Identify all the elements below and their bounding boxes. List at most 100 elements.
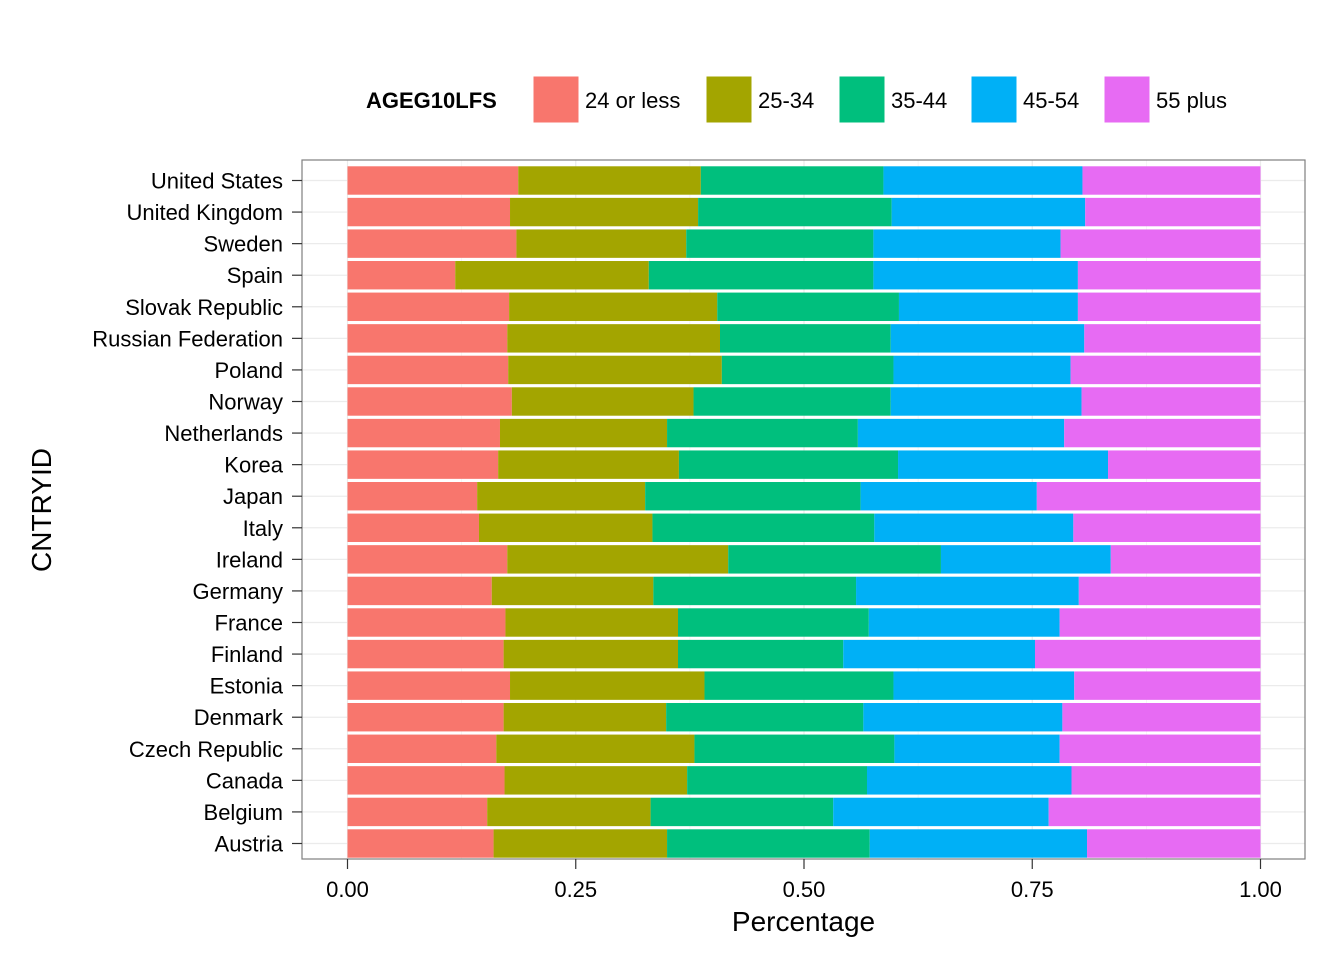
x-tick-label: 0.25 [554, 877, 597, 902]
bar-segment-united-states-25-34 [518, 166, 701, 195]
y-tick-label: France [215, 611, 283, 636]
y-tick-label: Germany [193, 579, 283, 604]
bar-segment-canada-45-54 [866, 766, 1072, 795]
bar-row-italy [347, 513, 1261, 542]
bar-segment-czech-republic-25-34 [496, 734, 695, 763]
y-axis: Austria Belgium Canada Czech Republic Denmar… [92, 169, 302, 857]
bar-segment-germany-45-54 [856, 576, 1079, 606]
y-tick-label: Spain [227, 263, 283, 288]
bar-segment-korea-24-or-less [347, 450, 499, 479]
bar-segment-netherlands-25-34 [499, 418, 668, 448]
legend-label: 35-44 [891, 88, 947, 113]
bar-segment-sweden-24-or-less [347, 229, 517, 258]
bar-segment-poland-25-34 [508, 355, 722, 385]
bar-segment-united-states-24-or-less [347, 166, 519, 195]
bar-segment-france-24-or-less [347, 608, 506, 637]
y-tick-label: Belgium [204, 800, 283, 825]
bar-segment-japan-55-plus [1036, 482, 1261, 511]
bar-segment-korea-55-plus [1108, 450, 1261, 479]
bar-segment-spain-35-44 [648, 261, 874, 290]
bar-segment-united-states-55-plus [1082, 166, 1261, 195]
bar-row-ireland [347, 545, 1261, 574]
bar-row-france [347, 608, 1261, 637]
bar-segment-norway-55-plus [1081, 387, 1261, 416]
bar-segment-united-states-45-54 [883, 166, 1083, 195]
legend-label: 24 or less [585, 88, 680, 113]
bar-segment-spain-45-54 [873, 261, 1078, 290]
bar-segment-germany-25-34 [491, 576, 654, 606]
bar-segment-italy-25-34 [478, 513, 653, 542]
bar-row-austria [347, 829, 1261, 858]
bar-segment-denmark-24-or-less [347, 703, 504, 732]
bar-segment-spain-25-34 [455, 261, 649, 290]
bar-segment-belgium-24-or-less [347, 797, 488, 827]
y-axis-title: CNTRYID [26, 448, 57, 572]
bar-segment-norway-45-54 [890, 387, 1082, 416]
bar-segment-belgium-55-plus [1048, 797, 1261, 827]
legend-label: 55 plus [1156, 88, 1227, 113]
bar-segment-france-45-54 [868, 608, 1060, 637]
legend-key-24-or-less [532, 75, 580, 124]
bar-segment-netherlands-55-plus [1064, 418, 1261, 448]
y-tick-label: Russian Federation [92, 326, 283, 351]
y-tick-label: Norway [208, 390, 283, 415]
bar-segment-netherlands-35-44 [667, 418, 858, 448]
bar-row-poland [347, 355, 1261, 385]
bar-segment-korea-25-34 [498, 450, 679, 479]
bar-segment-ireland-45-54 [940, 545, 1111, 574]
bar-segment-norway-35-44 [693, 387, 891, 416]
bar-segment-italy-45-54 [874, 513, 1074, 542]
bar-segment-netherlands-45-54 [857, 418, 1065, 448]
bar-segment-finland-25-34 [503, 639, 679, 669]
bar-segment-ireland-55-plus [1110, 545, 1261, 574]
bar-segment-poland-35-44 [721, 355, 894, 385]
bar-segment-united-states-35-44 [700, 166, 884, 195]
bar-segment-ireland-25-34 [507, 545, 729, 574]
bar-segment-estonia-55-plus [1074, 671, 1261, 700]
bar-row-czech-republic [347, 734, 1261, 763]
bar-segment-finland-24-or-less [347, 639, 504, 669]
bar-segment-united-kingdom-25-34 [510, 197, 699, 227]
bar-segment-slovak-republic-55-plus [1077, 292, 1261, 321]
bar-segment-japan-24-or-less [347, 482, 478, 511]
bar-row-canada [347, 766, 1261, 795]
bar-row-estonia [347, 671, 1261, 700]
bar-segment-sweden-25-34 [516, 229, 687, 258]
bar-row-norway [347, 387, 1261, 416]
bar-segment-united-kingdom-55-plus [1085, 197, 1261, 227]
bar-segment-norway-24-or-less [347, 387, 512, 416]
bar-segment-russian-federation-24-or-less [347, 324, 508, 353]
y-tick-label: Korea [224, 453, 283, 478]
bar-row-japan [347, 482, 1261, 511]
bar-row-russian-federation [347, 324, 1261, 353]
bar-segment-france-25-34 [505, 608, 679, 637]
bar-segment-italy-55-plus [1073, 513, 1261, 542]
bar-segment-germany-55-plus [1078, 576, 1261, 606]
x-tick-label: 0.50 [783, 877, 826, 902]
bar-row-finland [347, 639, 1261, 669]
x-tick-label: 0.75 [1011, 877, 1054, 902]
bar-segment-denmark-35-44 [666, 703, 864, 732]
bar-segment-spain-24-or-less [347, 261, 456, 290]
bar-segment-czech-republic-55-plus [1059, 734, 1261, 763]
bar-segment-spain-55-plus [1077, 261, 1261, 290]
bar-segment-ireland-35-44 [728, 545, 941, 574]
y-tick-label: Slovak Republic [125, 295, 283, 320]
bar-segment-estonia-24-or-less [347, 671, 511, 700]
legend-title: AGEG10LFS [366, 88, 497, 113]
bar-segment-slovak-republic-25-34 [509, 292, 718, 321]
bar-segment-france-35-44 [678, 608, 869, 637]
bar-segment-ireland-24-or-less [347, 545, 508, 574]
bar-segment-germany-35-44 [653, 576, 857, 606]
legend-key-35-44 [838, 75, 886, 124]
y-tick-label: Italy [243, 516, 283, 541]
bar-segment-czech-republic-24-or-less [347, 734, 497, 763]
bar-segment-japan-35-44 [645, 482, 861, 511]
y-tick-label: United Kingdom [126, 200, 283, 225]
bar-row-germany [347, 576, 1261, 606]
y-tick-label: Czech Republic [129, 737, 283, 762]
bar-segment-united-kingdom-24-or-less [347, 197, 511, 227]
bar-row-united-states [347, 166, 1261, 195]
